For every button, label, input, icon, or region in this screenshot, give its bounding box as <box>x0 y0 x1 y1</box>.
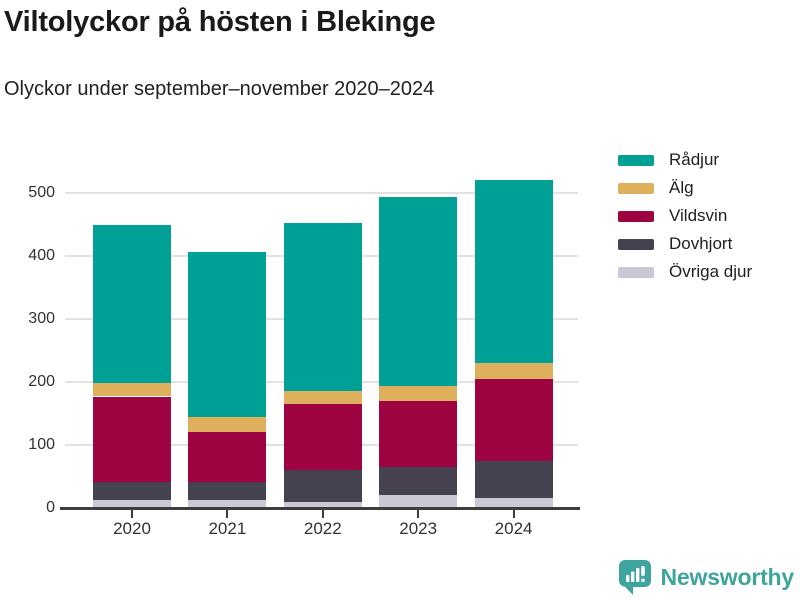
gridline <box>65 192 578 194</box>
legend-swatch <box>618 210 654 222</box>
bar-segment-älg <box>474 363 553 379</box>
bar-segment-vildsvin <box>283 404 362 471</box>
page-subtitle: Olyckor under september–november 2020–20… <box>4 78 435 100</box>
x-axis-label: 2022 <box>303 519 342 538</box>
x-axis-tick <box>321 510 324 518</box>
bar-segment-vildsvin <box>93 396 171 482</box>
legend-label: Älg <box>669 178 694 197</box>
bar-chart-speech-bubble-icon <box>618 559 652 595</box>
bar-segment-dovhjort <box>93 481 171 500</box>
legend-item-rådjur: Rådjur <box>618 146 752 174</box>
legend-label: Vildsvin <box>669 206 728 225</box>
newsworthy-logo[interactable]: Newsworthy <box>618 559 794 595</box>
legend-swatch <box>618 266 654 278</box>
bar-segment-rådjur <box>474 180 553 364</box>
x-axis-tick <box>226 510 229 518</box>
bar-segment-övriga-djur <box>188 499 267 508</box>
y-axis-tick-label: 0 <box>46 499 55 516</box>
bar-segment-rådjur <box>188 252 267 418</box>
x-axis-label: 2020 <box>113 519 151 538</box>
bar-segment-älg <box>188 417 267 432</box>
legend-label: Rådjur <box>669 150 720 169</box>
bar-segment-rådjur <box>379 196 458 387</box>
legend-item-övriga-djur: Övriga djur <box>618 258 752 286</box>
x-axis-tick <box>512 510 515 518</box>
bar-segment-vildsvin <box>188 431 267 482</box>
x-axis-label: 2024 <box>494 519 533 538</box>
legend-swatch <box>618 238 654 250</box>
bar-segment-rådjur <box>283 222 362 391</box>
legend-swatch <box>618 154 654 166</box>
bar-segment-älg <box>379 386 458 401</box>
bar-segment-dovhjort <box>379 467 458 496</box>
page-title: Viltolyckor på hösten i Blekinge <box>4 6 436 38</box>
y-axis-tick-label: 300 <box>28 310 55 327</box>
bar-segment-övriga-djur <box>93 499 171 508</box>
y-axis-tick-label: 400 <box>28 247 55 264</box>
legend-item-vildsvin: Vildsvin <box>618 202 752 230</box>
y-axis-tick-label: 100 <box>28 436 55 453</box>
bar-segment-dovhjort <box>283 470 362 502</box>
brand-name: Newsworthy <box>660 563 795 590</box>
bar-segment-rådjur <box>93 224 171 384</box>
chart-legend: Rådjur Älg Vildsvin Dovhjort Övriga djur <box>618 146 752 286</box>
bar-segment-dovhjort <box>188 481 267 500</box>
legend-item-dovhjort: Dovhjort <box>618 230 752 258</box>
legend-label: Övriga djur <box>669 262 753 281</box>
legend-swatch <box>618 182 654 194</box>
bar-segment-vildsvin <box>474 378 553 462</box>
legend-item-älg: Älg <box>618 174 752 202</box>
y-axis-tick-label: 500 <box>28 184 55 201</box>
bar-segment-övriga-djur <box>283 501 362 508</box>
x-axis-tick <box>417 510 420 518</box>
bar-segment-övriga-djur <box>474 497 553 508</box>
x-axis-label: 2023 <box>399 519 438 538</box>
x-axis-tick <box>131 510 133 518</box>
bar-segment-älg <box>93 383 171 397</box>
bar-segment-vildsvin <box>379 400 458 468</box>
bar-segment-dovhjort <box>474 461 553 498</box>
bar-segment-övriga-djur <box>379 495 458 508</box>
y-axis-tick-label: 200 <box>28 373 55 390</box>
x-axis-label: 2021 <box>208 519 247 538</box>
bar-segment-älg <box>283 390 362 404</box>
x-axis-line <box>60 507 580 510</box>
legend-label: Dovhjort <box>669 234 733 253</box>
